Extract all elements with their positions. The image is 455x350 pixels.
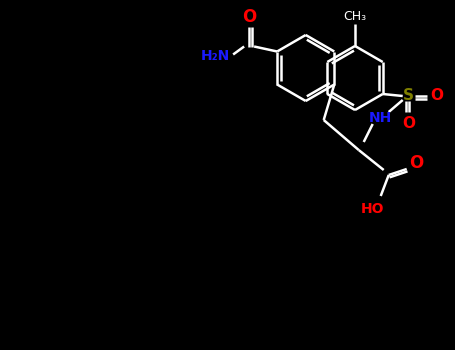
Text: S: S (403, 89, 414, 104)
Text: HO: HO (361, 202, 384, 216)
Text: CH₃: CH₃ (344, 9, 367, 22)
Text: O: O (402, 116, 415, 131)
Text: O: O (242, 7, 256, 26)
Text: NH: NH (369, 111, 392, 125)
Text: H₂N: H₂N (201, 49, 230, 63)
Text: O: O (430, 89, 443, 104)
Text: O: O (410, 154, 424, 172)
